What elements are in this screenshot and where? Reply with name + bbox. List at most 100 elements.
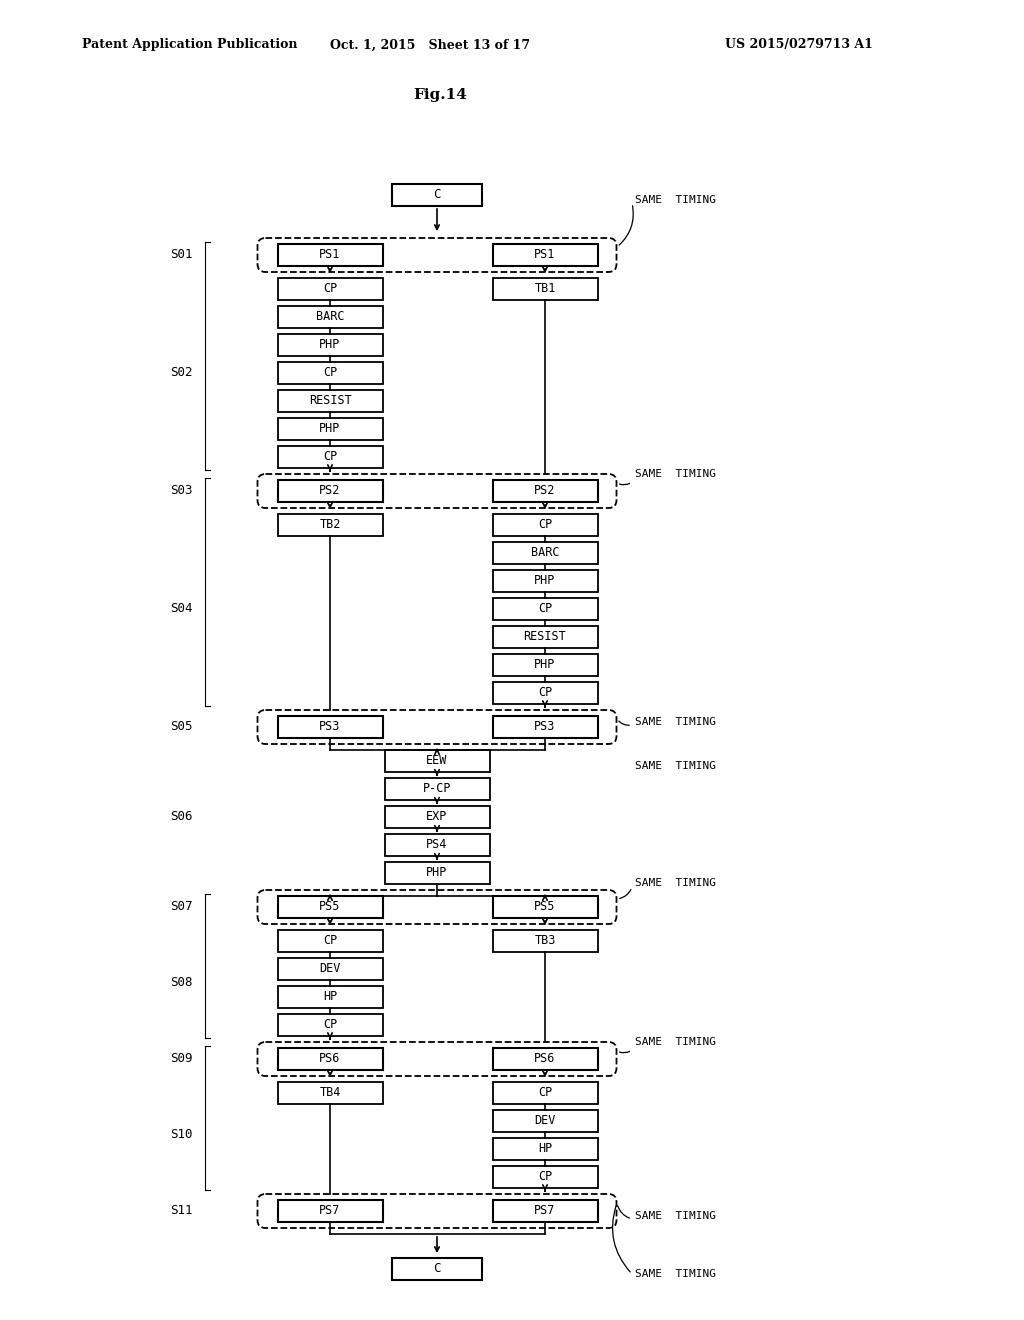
FancyArrowPatch shape: [612, 1205, 630, 1272]
FancyBboxPatch shape: [257, 1041, 616, 1076]
Bar: [278, 244, 383, 267]
Bar: [493, 1082, 597, 1104]
Bar: [278, 715, 383, 738]
Text: CP: CP: [538, 1171, 552, 1184]
Text: Oct. 1, 2015   Sheet 13 of 17: Oct. 1, 2015 Sheet 13 of 17: [330, 38, 530, 51]
Text: SAME  TIMING: SAME TIMING: [635, 1210, 716, 1221]
Bar: [278, 279, 383, 300]
Text: SAME  TIMING: SAME TIMING: [635, 1269, 716, 1279]
Text: PS5: PS5: [319, 900, 341, 913]
Bar: [278, 1200, 383, 1222]
Bar: [278, 1014, 383, 1036]
Text: PS7: PS7: [535, 1204, 556, 1217]
Text: S03: S03: [170, 484, 193, 498]
FancyArrowPatch shape: [620, 483, 630, 484]
Text: C: C: [433, 1262, 440, 1275]
Text: HP: HP: [538, 1143, 552, 1155]
Bar: [278, 306, 383, 327]
Text: PS4: PS4: [426, 838, 447, 851]
FancyArrowPatch shape: [620, 890, 631, 899]
Text: RESIST: RESIST: [308, 395, 351, 408]
Bar: [392, 1258, 482, 1280]
Text: CP: CP: [538, 1086, 552, 1100]
Bar: [493, 626, 597, 648]
Text: Patent Application Publication: Patent Application Publication: [82, 38, 297, 51]
Text: RESIST: RESIST: [523, 631, 566, 644]
Bar: [278, 958, 383, 979]
Bar: [278, 513, 383, 536]
Text: PS1: PS1: [535, 248, 556, 261]
Text: PS3: PS3: [535, 721, 556, 734]
Text: SAME  TIMING: SAME TIMING: [635, 469, 716, 479]
Text: CP: CP: [538, 602, 552, 615]
Bar: [493, 279, 597, 300]
Text: PS2: PS2: [535, 484, 556, 498]
Text: S04: S04: [170, 602, 193, 615]
Bar: [493, 653, 597, 676]
Bar: [392, 183, 482, 206]
Bar: [493, 896, 597, 917]
Text: PS6: PS6: [535, 1052, 556, 1065]
Text: S10: S10: [170, 1129, 193, 1142]
Bar: [384, 807, 489, 828]
Text: PHP: PHP: [319, 422, 341, 436]
Text: EXP: EXP: [426, 810, 447, 824]
Text: S01: S01: [170, 248, 193, 261]
Text: DEV: DEV: [535, 1114, 556, 1127]
Text: CP: CP: [323, 935, 337, 948]
Text: CP: CP: [323, 450, 337, 463]
Bar: [384, 777, 489, 800]
Text: BARC: BARC: [315, 310, 344, 323]
FancyBboxPatch shape: [257, 890, 616, 924]
Bar: [493, 244, 597, 267]
Text: TB4: TB4: [319, 1086, 341, 1100]
Bar: [278, 480, 383, 502]
Text: CP: CP: [538, 686, 552, 700]
Text: TB1: TB1: [535, 282, 556, 296]
Text: S05: S05: [170, 721, 193, 734]
Bar: [493, 1048, 597, 1071]
Text: PS1: PS1: [319, 248, 341, 261]
Text: PS7: PS7: [319, 1204, 341, 1217]
Text: TB2: TB2: [319, 519, 341, 532]
Text: PHP: PHP: [426, 866, 447, 879]
Text: Fig.14: Fig.14: [414, 88, 467, 102]
Bar: [493, 1200, 597, 1222]
FancyBboxPatch shape: [257, 1195, 616, 1228]
Text: SAME  TIMING: SAME TIMING: [635, 1038, 716, 1047]
FancyBboxPatch shape: [257, 710, 616, 744]
Text: CP: CP: [323, 367, 337, 380]
FancyArrowPatch shape: [620, 206, 633, 246]
Bar: [493, 682, 597, 704]
Text: S07: S07: [170, 900, 193, 913]
Text: PHP: PHP: [535, 574, 556, 587]
Text: P-CP: P-CP: [423, 783, 452, 796]
Bar: [493, 480, 597, 502]
Bar: [493, 513, 597, 536]
Bar: [493, 543, 597, 564]
Bar: [493, 598, 597, 620]
FancyArrowPatch shape: [620, 1052, 630, 1053]
Text: S08: S08: [170, 977, 193, 990]
Bar: [493, 570, 597, 591]
Text: CP: CP: [323, 282, 337, 296]
Text: S11: S11: [170, 1204, 193, 1217]
Bar: [493, 1166, 597, 1188]
FancyBboxPatch shape: [257, 474, 616, 508]
Bar: [493, 715, 597, 738]
Bar: [278, 418, 383, 440]
Text: S02: S02: [170, 367, 193, 380]
Text: SAME  TIMING: SAME TIMING: [635, 195, 716, 205]
FancyArrowPatch shape: [618, 721, 629, 725]
Text: DEV: DEV: [319, 962, 341, 975]
Bar: [278, 362, 383, 384]
Bar: [278, 986, 383, 1008]
Bar: [278, 389, 383, 412]
FancyBboxPatch shape: [257, 238, 616, 272]
Text: S06: S06: [170, 810, 193, 824]
Text: C: C: [433, 189, 440, 202]
Bar: [493, 931, 597, 952]
Bar: [493, 1138, 597, 1160]
Text: PHP: PHP: [319, 338, 341, 351]
Text: PS3: PS3: [319, 721, 341, 734]
